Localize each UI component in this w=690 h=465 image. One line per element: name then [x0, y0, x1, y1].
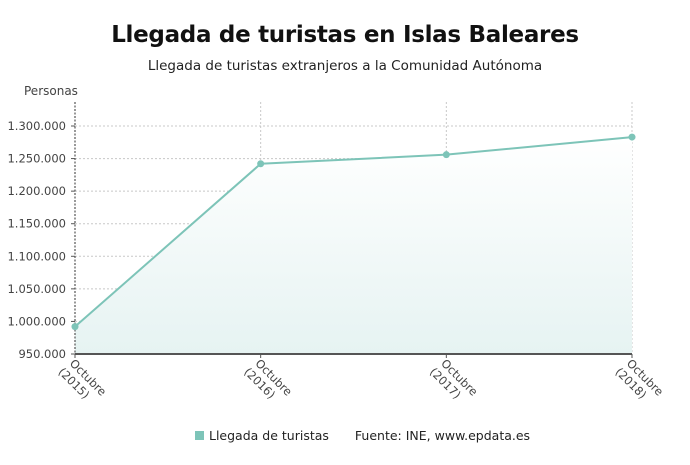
- y-tick-label: 1.050.000: [7, 282, 66, 296]
- chart-plot: 950.000 1.000.000 1.050.000 1.100.000 1.150.…: [7, 102, 667, 402]
- y-tick-label: 1.250.000: [7, 152, 66, 166]
- x-axis-ticks: Octubre(2015) Octubre(2016) Octubre(2017) O…: [56, 354, 667, 402]
- legend: Llegada de turistas Fuente: INE, www.epd…: [195, 428, 530, 443]
- y-axis-ticks: 950.000 1.000.000 1.050.000 1.100.000 1.150.…: [7, 119, 75, 361]
- x-tick-label: Octubre(2018): [613, 356, 667, 401]
- y-tick-label: 1.300.000: [7, 119, 66, 133]
- data-point: [257, 160, 265, 168]
- x-tick-label: Octubre(2015): [56, 356, 110, 401]
- series-line: [71, 133, 636, 331]
- data-point: [442, 151, 450, 159]
- y-tick-label: 950.000: [18, 347, 66, 361]
- legend-swatch-icon: [195, 431, 204, 440]
- chart-subtitle: Llegada de turistas extranjeros a la Com…: [147, 58, 543, 74]
- y-axis-label: Personas: [24, 84, 78, 98]
- area-fill: [75, 137, 632, 354]
- y-tick-label: 1.100.000: [7, 249, 66, 263]
- legend-series-label: Llegada de turistas: [209, 428, 329, 443]
- chart-title: Llegada de turistas en Islas Baleares: [111, 22, 579, 48]
- source-label: Fuente: INE, www.epdata.es: [354, 428, 531, 443]
- y-tick-label: 1.200.000: [7, 184, 66, 198]
- y-tick-label: 1.000.000: [7, 314, 66, 328]
- data-point: [628, 133, 636, 141]
- axes: [74, 102, 632, 355]
- x-tick-label: Octubre(2016): [241, 356, 295, 401]
- x-tick-label: Octubre(2017): [427, 356, 481, 401]
- y-tick-label: 1.150.000: [7, 217, 66, 231]
- data-point: [71, 323, 79, 331]
